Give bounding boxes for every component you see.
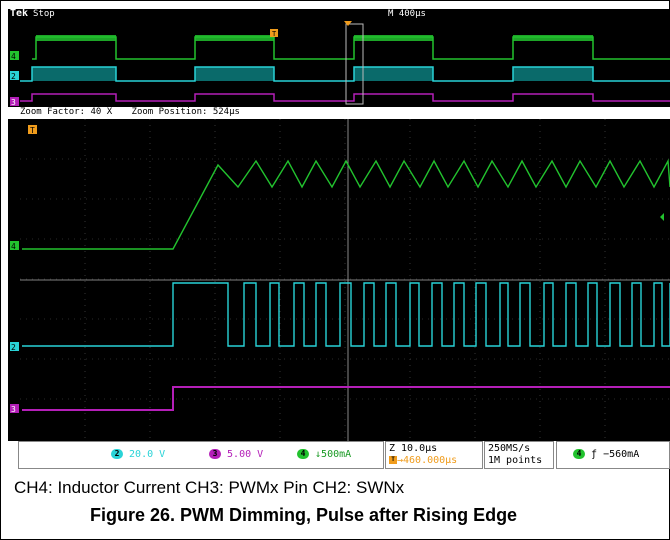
ch4-marker-overview xyxy=(10,51,19,60)
trigger-slope-icon: ƒ xyxy=(591,449,598,460)
trigger-box: 4 ƒ −560mA xyxy=(556,441,670,469)
ch2-ground-label: 2 xyxy=(11,343,16,352)
ch2-overview-trace xyxy=(20,66,670,82)
acquisition-box: 250MS/s 1M points xyxy=(484,441,554,469)
ch3-badge: 3 xyxy=(209,449,221,459)
ch2-marker-overview-label: 2 xyxy=(11,72,16,81)
run-state: Stop xyxy=(33,9,55,19)
ch4-ground-label: 4 xyxy=(11,242,16,251)
ch2-marker-overview xyxy=(10,71,19,80)
figure-caption: CH4: Inductor Current CH3: PWMx Pin CH2:… xyxy=(14,478,405,497)
ch2-badge: 2 xyxy=(111,449,123,459)
ch4-marker-overview-label: 4 xyxy=(11,52,16,61)
readout-bar: 2 20.0 V 3 5.00 V 4 ↓500mA Z 10.0µs T →46… xyxy=(8,441,670,469)
trigger-offset: →460.000µs xyxy=(397,455,458,466)
zoom-factor: Zoom Factor: 40 X xyxy=(20,107,113,117)
trigger-level-marker xyxy=(660,213,664,221)
overview-trigger-label: T xyxy=(272,30,277,38)
ch4-badge: 4 xyxy=(297,449,309,459)
ch3-ground-marker xyxy=(10,404,19,413)
waveform-display: 4 2 3 4 2 3 T T xyxy=(8,21,670,441)
ch3-ground-label: 3 xyxy=(11,405,16,414)
horizontal-scale: M 400µs xyxy=(388,9,426,19)
zoom-position: Zoom Position: 524µs xyxy=(131,107,240,117)
figure-title: Figure 26. PWM Dimming, Pulse after Risi… xyxy=(90,505,518,525)
timebase: Z 10.0µs xyxy=(389,443,438,454)
zoom-info: Zoom Factor: 40 X Zoom Position: 524µs xyxy=(20,107,660,117)
trigger-offset-row: T →460.000µs xyxy=(389,455,457,466)
ch4-overview-ripple xyxy=(36,35,593,41)
trigger-source-badge: 4 xyxy=(573,449,585,459)
trigger-level: −560mA xyxy=(603,449,640,460)
ch4-ground-marker xyxy=(10,241,19,250)
channel-scales-box: 2 20.0 V 3 5.00 V 4 ↓500mA xyxy=(18,441,384,469)
scope-status-bar: Tek Stop M 400µs xyxy=(8,8,670,21)
trigger-icon xyxy=(28,125,37,134)
ch3-marker-overview-label: 3 xyxy=(11,98,16,107)
ch2-zoom-trace xyxy=(22,282,670,347)
ch4-scale: ↓500mA xyxy=(315,449,352,460)
ch3-scale: 5.00 V xyxy=(227,449,264,460)
overview-trigger-icon xyxy=(270,29,278,37)
zoom-info-strip xyxy=(8,107,670,119)
ch3-marker-overview xyxy=(10,97,19,106)
ch2-ground-marker xyxy=(10,342,19,351)
sample-rate: 250MS/s xyxy=(488,443,531,454)
trigger-position-marker xyxy=(344,21,352,26)
graticule xyxy=(20,119,670,441)
oscilloscope-screen: Tek Stop M 400µs xyxy=(8,8,670,469)
ch3-readout: 3 5.00 V xyxy=(209,449,263,460)
zoom-window xyxy=(345,23,364,105)
ch3-zoom-trace xyxy=(22,386,670,411)
trigger-readout: 4 ƒ −560mA xyxy=(573,449,639,460)
ch2-scale: 20.0 V xyxy=(129,449,166,460)
ch4-zoom-trace xyxy=(22,158,670,250)
ch2-readout: 2 20.0 V xyxy=(111,449,165,460)
record-length: 1M points xyxy=(488,455,543,466)
brand-label: Tek xyxy=(10,8,29,19)
trigger-offset-icon: T xyxy=(389,456,397,464)
ch3-overview-trace xyxy=(20,93,670,102)
ch4-readout: 4 ↓500mA xyxy=(297,449,351,460)
trigger-icon-label: T xyxy=(30,126,35,135)
timebase-box: Z 10.0µs T →460.000µs xyxy=(385,441,483,469)
